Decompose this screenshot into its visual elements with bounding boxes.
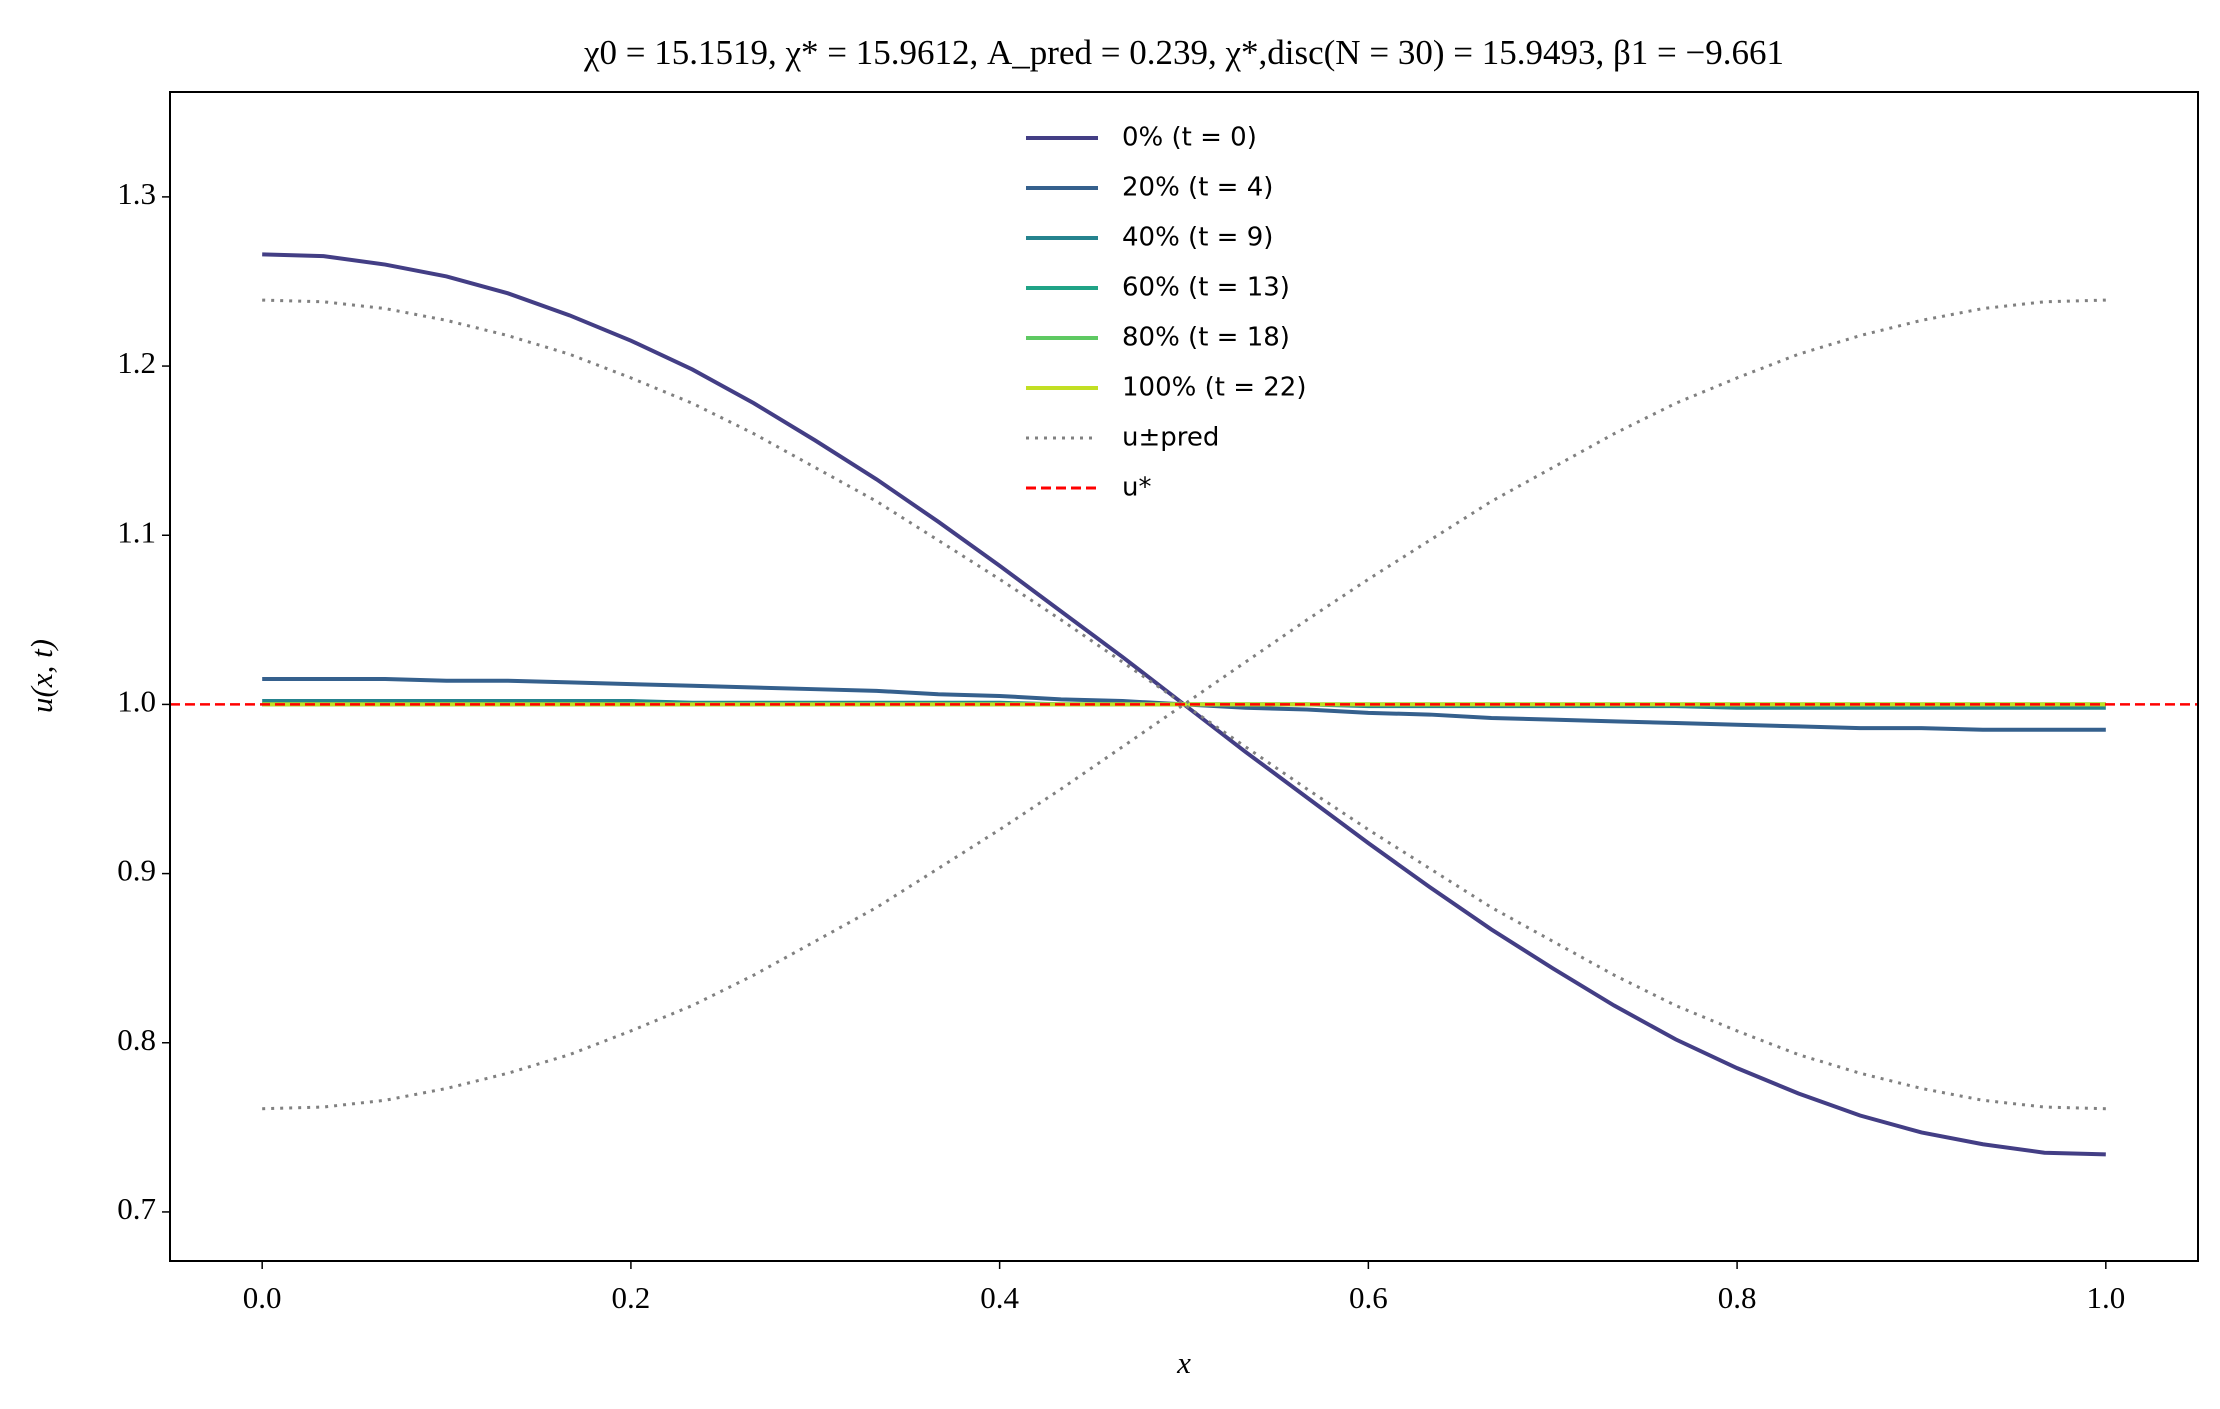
legend-label: 100% (t = 22) [1122,373,1306,403]
y-tick-label: 1.3 [117,176,156,211]
plot-frame [169,91,2199,1262]
legend-label: 0% (t = 0) [1122,123,1257,153]
x-tick-label: 0.6 [1349,1280,1388,1315]
legend-label: 60% (t = 13) [1122,273,1290,303]
y-tick-label: 0.9 [117,853,156,888]
y-tick-label: 1.1 [117,514,156,549]
x-tick-label: 0.0 [243,1280,282,1315]
x-tick-label: 1.0 [2086,1280,2125,1315]
chart-title: χ0 = 15.1519, χ* = 15.9612, A_pred = 0.2… [583,33,1784,72]
x-axis-label: x [1176,1345,1191,1380]
legend-label: 20% (t = 4) [1122,173,1273,203]
x-tick-label: 0.4 [980,1280,1019,1315]
legend-label: u* [1122,473,1151,503]
y-tick-label: 1.0 [117,684,156,719]
x-tick-label: 0.8 [1718,1280,1757,1315]
legend-label: u±pred [1122,423,1219,453]
y-tick-label: 0.7 [117,1191,156,1226]
y-tick-label: 0.8 [117,1022,156,1057]
legend-label: 40% (t = 9) [1122,223,1273,253]
legend-label: 80% (t = 18) [1122,323,1290,353]
x-tick-label: 0.2 [612,1280,651,1315]
y-axis-label: u(x, t) [24,639,59,713]
y-tick-label: 1.2 [117,345,156,380]
